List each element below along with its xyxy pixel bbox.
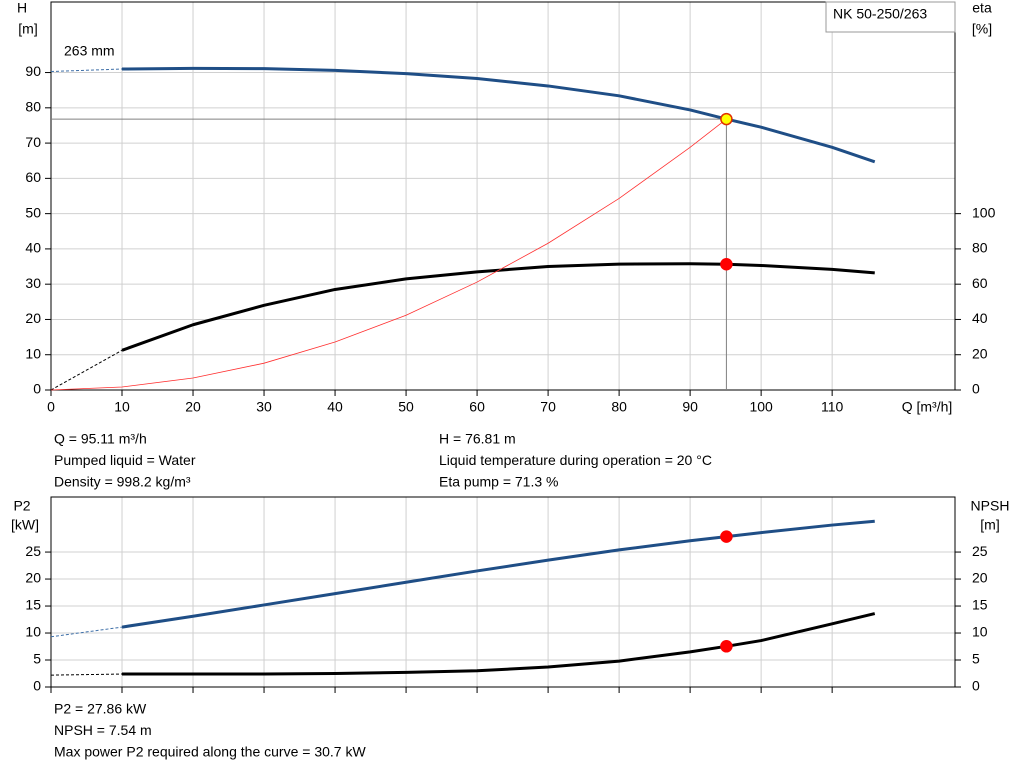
- operating-point: [720, 112, 733, 126]
- x-tick-label: 50: [398, 399, 414, 415]
- operating-point: [720, 640, 733, 653]
- y-tick-label: 20: [25, 570, 41, 586]
- y-tick-label: 0: [33, 381, 41, 397]
- info-text: H = 76.81 m: [439, 431, 516, 447]
- y2-tick-label: 0: [972, 678, 980, 694]
- y-tick-label: 25: [25, 543, 41, 559]
- y-tick-label: 10: [25, 624, 41, 640]
- curve: [50, 673, 123, 676]
- x-tick-label: 0: [47, 399, 55, 415]
- info-text: Pumped liquid = Water: [54, 452, 196, 468]
- curve: [121, 519, 875, 629]
- info-text: Q = 95.11 m³/h: [54, 431, 147, 447]
- y-tick-label: 80: [25, 99, 41, 115]
- x-tick-label: 90: [682, 399, 698, 415]
- y2-tick-label: 15: [972, 597, 988, 613]
- y-axis-label: [kW]: [11, 517, 39, 533]
- info-text: Eta pump = 71.3 %: [439, 474, 558, 490]
- y-axis-label: H: [17, 0, 27, 16]
- y2-tick-label: 5: [972, 651, 980, 667]
- y2-tick-label: 80: [972, 240, 988, 256]
- y-tick-label: 20: [25, 310, 41, 326]
- x-tick-label: 110: [821, 399, 844, 415]
- y-tick-label: 60: [25, 169, 41, 185]
- info-text: Max power P2 required along the curve = …: [54, 744, 366, 760]
- y-tick-label: 40: [25, 240, 41, 256]
- curve: [50, 626, 123, 638]
- y2-axis-label: [%]: [972, 21, 992, 37]
- y2-tick-label: 0: [972, 381, 980, 397]
- y2-axis-label: NPSH: [971, 498, 1010, 514]
- y2-axis-label: eta: [972, 0, 992, 16]
- curve-label: 263 mm: [64, 43, 115, 59]
- info-text: Density = 998.2 kg/m³: [54, 474, 191, 490]
- operating-point: [720, 530, 733, 543]
- x-tick-label: 20: [185, 399, 201, 415]
- curve: [50, 349, 123, 391]
- y2-tick-label: 100: [972, 204, 996, 220]
- x-tick-label: 70: [540, 399, 556, 415]
- info-text: Liquid temperature during operation = 20…: [439, 452, 712, 468]
- y-tick-label: 10: [25, 345, 41, 361]
- plot-frame: [50, 1, 956, 391]
- y-axis-label: P2: [13, 498, 30, 514]
- curve: [50, 118, 727, 391]
- info-text: NPSH = 7.54 m: [54, 722, 152, 738]
- curve: [50, 68, 123, 72]
- curve: [122, 612, 876, 676]
- y-tick-label: 15: [25, 597, 41, 613]
- y-tick-label: 50: [25, 204, 41, 220]
- y-tick-label: 90: [25, 63, 41, 79]
- y-tick-label: 5: [33, 651, 41, 667]
- y-axis-label: [m]: [18, 21, 37, 37]
- y2-tick-label: 40: [972, 310, 988, 326]
- chart-title: NK 50-250/263: [833, 6, 927, 22]
- x-axis-label: Q [m³/h]: [902, 399, 953, 415]
- y-tick-label: 70: [25, 134, 41, 150]
- info-text: P2 = 27.86 kW: [54, 701, 147, 717]
- curve: [121, 262, 875, 352]
- operating-point: [720, 258, 733, 271]
- plot-frame: [50, 496, 956, 688]
- title-box: [825, 1, 956, 33]
- curve: [121, 66, 876, 164]
- y2-tick-label: 20: [972, 345, 988, 361]
- y2-tick-label: 20: [972, 570, 988, 586]
- x-tick-label: 40: [327, 399, 343, 415]
- y2-tick-label: 60: [972, 275, 988, 291]
- x-tick-label: 100: [749, 399, 773, 415]
- y2-axis-label: [m]: [980, 517, 999, 533]
- y-tick-label: 0: [33, 678, 41, 694]
- x-tick-label: 10: [114, 399, 130, 415]
- x-tick-label: 60: [469, 399, 485, 415]
- y2-tick-label: 25: [972, 543, 988, 559]
- x-tick-label: 80: [611, 399, 627, 415]
- y-tick-label: 30: [25, 275, 41, 291]
- y2-tick-label: 10: [972, 624, 988, 640]
- x-tick-label: 30: [256, 399, 272, 415]
